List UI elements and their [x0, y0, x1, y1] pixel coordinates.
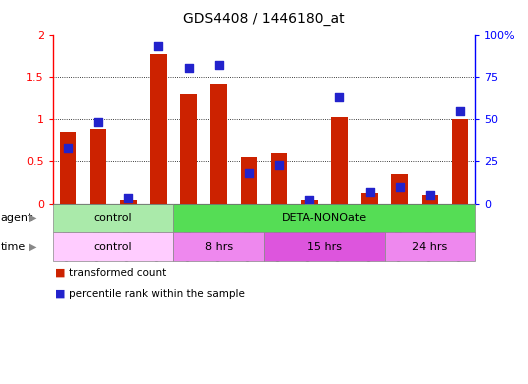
Text: GDS4408 / 1446180_at: GDS4408 / 1446180_at: [183, 12, 345, 25]
Bar: [452, 119, 468, 204]
Bar: [211, 84, 227, 204]
Point: [426, 192, 434, 198]
Text: ■: ■: [55, 268, 66, 278]
Bar: [271, 153, 287, 204]
Text: 15 hrs: 15 hrs: [307, 242, 342, 252]
Bar: [391, 174, 408, 204]
Bar: [241, 157, 257, 204]
Point: [456, 108, 464, 114]
Point: [94, 119, 102, 126]
Bar: [422, 195, 438, 204]
Text: ▶: ▶: [29, 242, 36, 252]
Text: time: time: [1, 242, 26, 252]
Bar: [150, 54, 167, 204]
Text: ■: ■: [55, 289, 66, 299]
Bar: [361, 192, 378, 204]
Text: 8 hrs: 8 hrs: [205, 242, 233, 252]
Point: [184, 65, 193, 71]
Point: [154, 43, 163, 50]
Bar: [301, 200, 317, 204]
Text: ▶: ▶: [29, 213, 36, 223]
Point: [305, 197, 314, 203]
Text: transformed count: transformed count: [69, 268, 166, 278]
Bar: [60, 132, 76, 204]
Text: agent: agent: [1, 213, 33, 223]
Point: [244, 170, 253, 176]
Point: [124, 195, 133, 202]
Text: DETA-NONOate: DETA-NONOate: [282, 213, 367, 223]
Point: [275, 162, 284, 168]
Text: 24 hrs: 24 hrs: [412, 242, 448, 252]
Bar: [90, 129, 106, 204]
Bar: [180, 94, 197, 204]
Text: percentile rank within the sample: percentile rank within the sample: [69, 289, 244, 299]
Text: control: control: [94, 242, 133, 252]
Bar: [120, 200, 137, 204]
Point: [395, 184, 404, 190]
Point: [64, 145, 72, 151]
Bar: [331, 116, 348, 204]
Point: [365, 189, 374, 195]
Point: [214, 62, 223, 68]
Text: control: control: [94, 213, 133, 223]
Point: [335, 94, 344, 100]
